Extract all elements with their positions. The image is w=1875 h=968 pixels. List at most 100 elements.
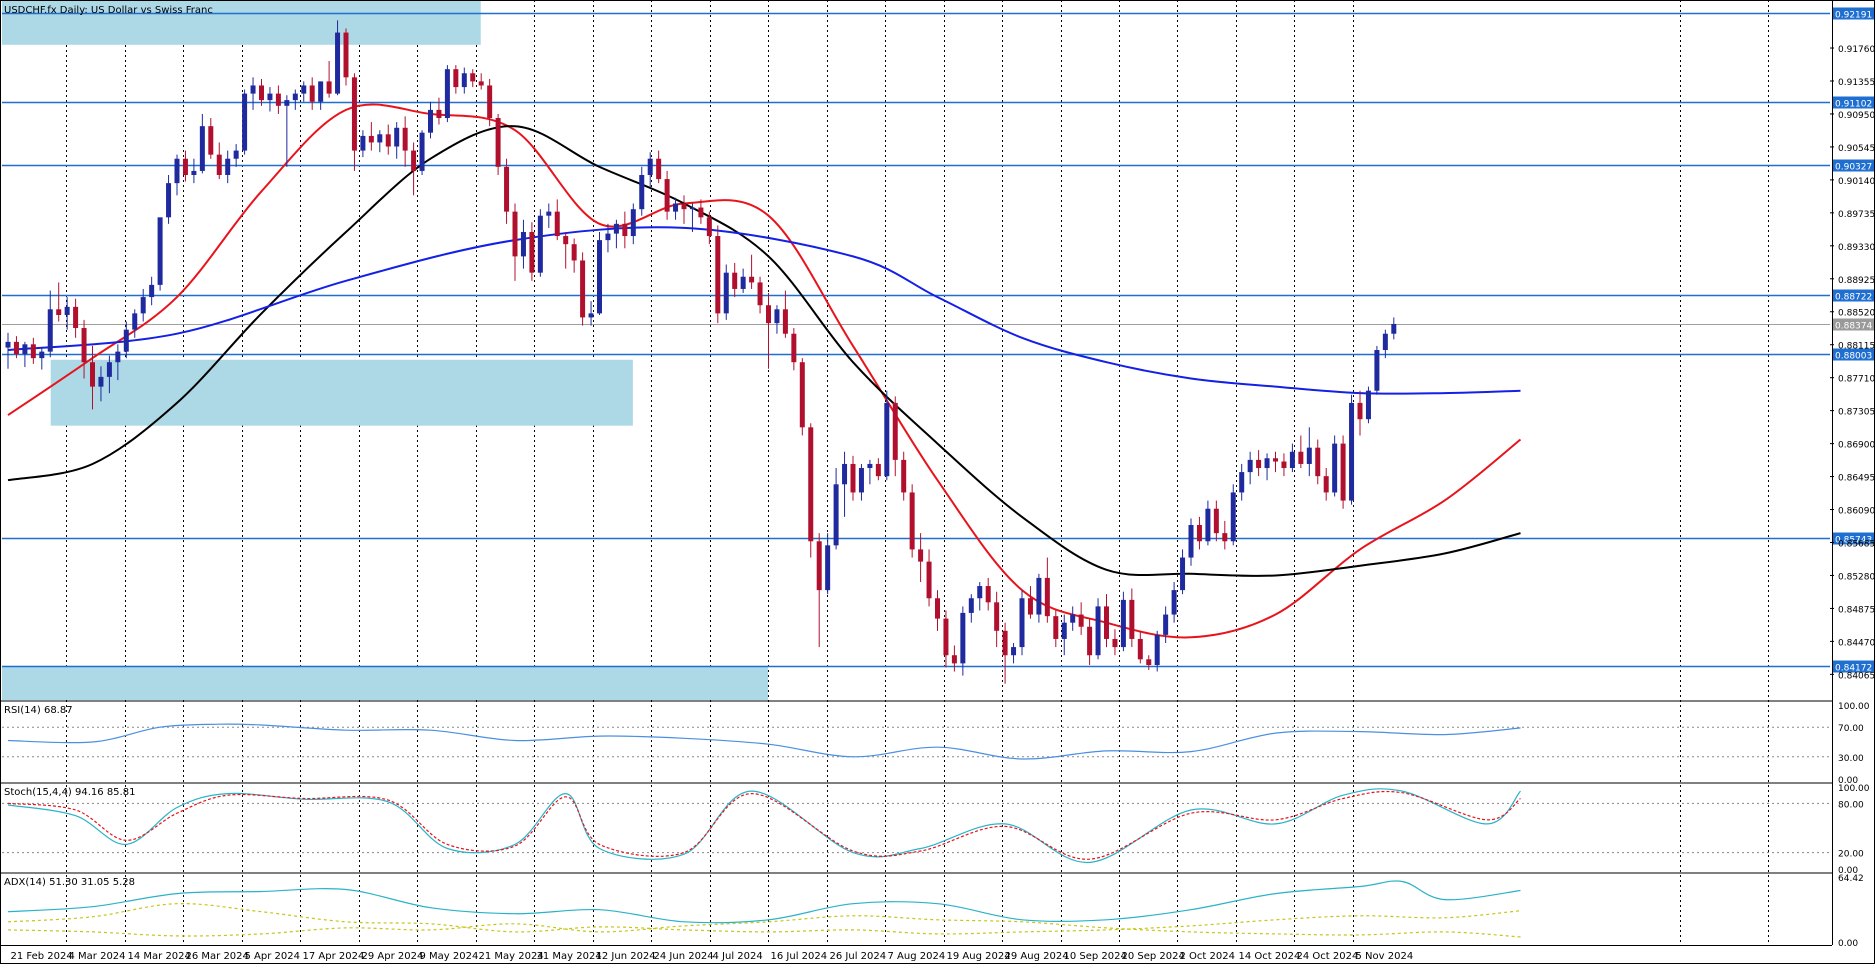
bear-candle [436,109,442,119]
price-tag-label: 0.85743 [1835,536,1872,546]
bull-candle [867,463,873,469]
adx-series-line [7,903,1521,935]
time-label: 21 May 2024 [479,951,544,962]
price-tick-label: 0.91760 [1838,45,1875,55]
bull-candle [250,85,256,94]
bear-candle [1146,659,1152,665]
bull-candle [774,309,780,324]
bull-candle [174,158,180,184]
bull-candle [47,309,53,352]
price-tag-label: 0.88722 [1835,293,1872,303]
bear-candle [259,85,264,101]
bear-candle [1002,630,1008,656]
bull-candle [833,484,839,546]
time-label: 21 Feb 2024 [11,951,73,962]
bear-candle [1222,533,1228,542]
bear-candle [1323,476,1329,493]
bull-candle [630,209,636,237]
rsi-axis-label: 0.00 [1838,776,1858,786]
bear-candle [1137,638,1143,660]
bull-candle [318,81,324,102]
price-tick-label: 0.86090 [1838,507,1875,517]
support-resistance-zone [2,665,769,700]
time-label: 5 Apr 2024 [245,951,300,962]
bull-candle [132,313,138,330]
price-tick-label: 0.85280 [1838,572,1875,582]
bull-candle [1332,443,1338,493]
price-tag-box [1832,660,1875,673]
bear-candle [411,150,417,171]
price-tick-label: 0.87305 [1838,408,1875,418]
bull-candle [64,306,70,315]
bear-candle [529,231,535,273]
time-label: 9 May 2024 [420,951,479,962]
price-tag-label: 0.88003 [1835,352,1872,362]
bull-candle [647,158,653,175]
bear-candle [909,492,915,550]
bear-candle [943,618,949,656]
horizontal-levels[interactable] [2,12,1830,668]
bull-candle [39,351,45,359]
time-label: 24 Oct 2024 [1297,951,1359,962]
bear-candle [1213,508,1219,534]
bear-candle [985,586,991,603]
bear-candle [1315,447,1321,477]
price-tag-label: 0.84172 [1835,664,1872,674]
price-tag-box [1832,532,1875,545]
bear-candle [698,207,704,218]
bear-candle [1078,614,1084,627]
bear-candle [580,260,586,318]
bear-candle [563,236,569,245]
price-tag-box [1832,7,1875,20]
bear-candle [554,211,560,237]
bull-candle [1070,614,1076,623]
bull-candle [242,93,248,151]
bull-candle [1365,390,1371,420]
bear-candle [1129,599,1135,639]
stoch-axis-label: 20.00 [1838,850,1864,860]
price-tag-label: 0.91102 [1835,100,1872,110]
bull-candle [377,134,383,143]
bear-candle [1357,402,1363,420]
bull-candle [1011,647,1017,656]
bull-candle [292,93,298,101]
bear-candle [1340,443,1346,501]
bull-candle [1205,508,1211,542]
bull-candle [335,32,341,94]
bear-candle [495,118,501,167]
rsi-title: RSI(14) 68.87 [4,705,73,716]
bull-candle [5,341,11,348]
bear-candle [343,32,349,78]
bull-candle [1036,577,1042,615]
bear-candle [1053,616,1059,639]
bear-candle [1256,459,1262,469]
stoch-axis-label: 100.00 [1838,784,1870,794]
bull-candle [605,233,611,241]
bull-candle [858,468,864,493]
bull-candle [537,215,543,273]
price-tick-label: 0.90950 [1838,111,1875,121]
price-tick-label: 0.89735 [1838,210,1875,220]
bull-candle [723,272,729,314]
bull-candle [1019,598,1025,648]
bull-candle [199,126,205,171]
current-price-box [1832,318,1875,331]
price-tag-box [1832,289,1875,302]
price-tick-label: 0.84065 [1838,671,1875,681]
bull-candle [1061,622,1067,639]
bear-candle [715,236,721,314]
bull-candle [977,586,983,599]
bear-candle [385,134,391,147]
bear-candle [216,154,222,175]
support-resistance-zone [50,359,633,426]
price-tag-label: 0.92191 [1835,11,1872,21]
bull-candle [233,150,239,159]
bear-candle [30,344,36,359]
bull-candle [267,93,273,101]
bull-candle [520,231,526,257]
price-tick-label: 0.84470 [1838,638,1875,648]
bear-candle [81,328,87,363]
